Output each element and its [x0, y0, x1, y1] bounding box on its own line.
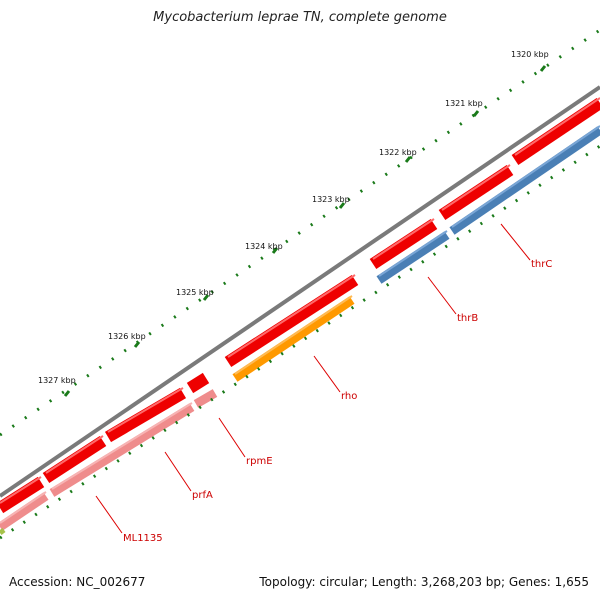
- gene-label-rpmE[interactable]: rpmE: [246, 456, 273, 467]
- genome-summary-text: Topology: circular; Length: 3,268,203 bp…: [259, 575, 589, 589]
- map-title: Mycobacterium leprae TN, complete genome: [153, 10, 447, 25]
- major-ticks: [63, 65, 547, 397]
- accession-text: Accession: NC_002677: [9, 575, 146, 589]
- gene-block-thrC: [449, 126, 600, 235]
- genome-backbone: [0, 85, 600, 498]
- gene-label-ML1135[interactable]: ML1135: [123, 533, 163, 544]
- category-track: [0, 125, 600, 535]
- inner-tick-track: [0, 144, 600, 540]
- gene-block-forward: [42, 435, 107, 484]
- gene-block-prfA-ML1135: [0, 492, 49, 531]
- gene-block-prfA: [49, 403, 195, 497]
- gene-labels: thrC thrB rho rpmE prfA ML1135: [123, 259, 552, 544]
- tick-label-1325kbp: 1325 kbp: [176, 288, 214, 297]
- tick-label-1320kbp: 1320 kbp: [511, 50, 549, 59]
- label-leaders: [95, 223, 531, 534]
- gene-block-forward: [224, 274, 359, 368]
- gene-label-rho[interactable]: rho: [341, 391, 357, 402]
- scale-tick-track: [0, 28, 600, 437]
- gene-label-thrB[interactable]: thrB: [457, 313, 478, 324]
- tick-label-1324kbp: 1324 kbp: [245, 242, 283, 251]
- gene-block-forward: [369, 218, 438, 270]
- gene-label-thrC[interactable]: thrC: [531, 259, 552, 270]
- tick-label-1322kbp: 1322 kbp: [379, 148, 417, 157]
- gene-block-forward: [0, 476, 45, 514]
- tick-label-1327kbp: 1327 kbp: [38, 376, 76, 385]
- tick-label-1326kbp: 1326 kbp: [108, 332, 146, 341]
- gene-block-forward: [511, 98, 600, 165]
- gene-block-forward: [104, 387, 187, 443]
- tick-label-1323kbp: 1323 kbp: [312, 195, 350, 204]
- gene-block-forward: [186, 372, 210, 394]
- gene-block-forward: [438, 164, 514, 221]
- gene-block-rho: [232, 296, 355, 382]
- scale-labels: 1320 kbp 1321 kbp 1322 kbp 1323 kbp 1324…: [38, 50, 549, 385]
- gene-label-prfA[interactable]: prfA: [192, 490, 213, 501]
- forward-strand-track: [0, 97, 600, 514]
- gene-block-rpmE: [193, 389, 218, 408]
- tick-label-1321kbp: 1321 kbp: [445, 99, 483, 108]
- gene-block-thrB: [376, 231, 450, 284]
